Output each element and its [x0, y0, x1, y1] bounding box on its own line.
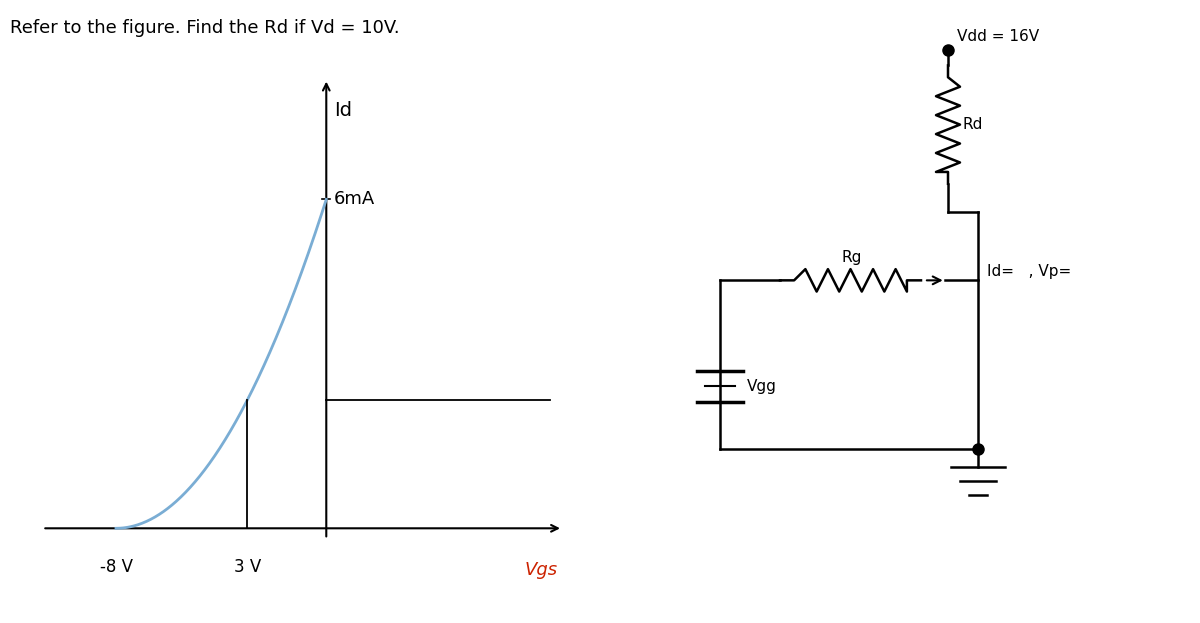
Text: Vgg: Vgg	[746, 379, 776, 394]
Text: Id: Id	[334, 101, 352, 120]
Text: 3 V: 3 V	[234, 558, 262, 576]
Text: Refer to the figure. Find the Rd if Vd = 10V.: Refer to the figure. Find the Rd if Vd =…	[10, 19, 400, 37]
Text: Vdd = 16V: Vdd = 16V	[958, 29, 1039, 44]
Text: Id=   , Vp=: Id= , Vp=	[986, 264, 1072, 278]
Text: -8 V: -8 V	[100, 558, 132, 576]
Text: Rd: Rd	[964, 117, 983, 132]
Text: 6mA: 6mA	[334, 191, 376, 208]
Text: Rg: Rg	[842, 250, 862, 265]
Text: Vgs: Vgs	[524, 561, 558, 579]
